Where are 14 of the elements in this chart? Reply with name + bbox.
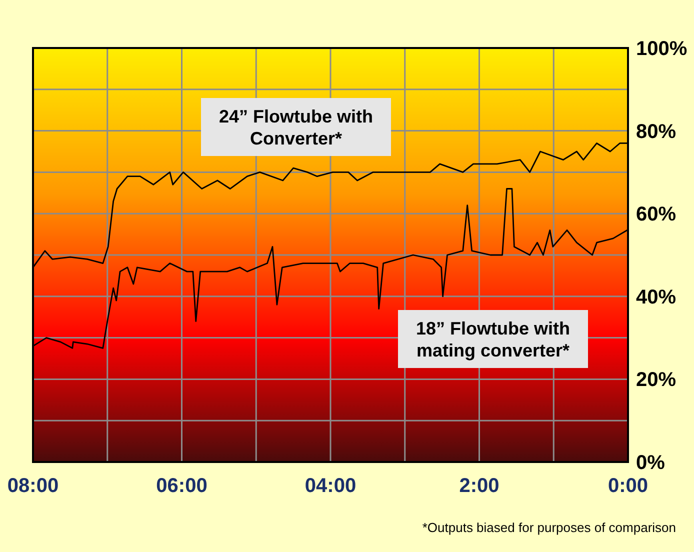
x-tick-label: 04:00 bbox=[304, 475, 356, 497]
y-tick-label: 100% bbox=[636, 38, 688, 60]
series-label: 24” Flowtube with Converter* bbox=[218, 106, 374, 148]
y-tick-label: 60% bbox=[636, 204, 676, 226]
y-tick-label: 0% bbox=[636, 452, 666, 474]
text: *Outputs biased for purposes of comparison bbox=[422, 520, 676, 535]
x-tick-label: 2:00 bbox=[459, 475, 500, 497]
x-tick-label: 08:00 bbox=[7, 475, 59, 497]
y-tick-label: 20% bbox=[636, 369, 676, 392]
y-tick-label: 40% bbox=[636, 286, 676, 308]
series-label: 18” Flowtube with mating converter* bbox=[416, 318, 570, 360]
x-tick-label: 06:00 bbox=[156, 475, 208, 497]
x-tick-label: 0:00 bbox=[608, 475, 648, 497]
y-tick-label: 80% bbox=[636, 120, 676, 143]
